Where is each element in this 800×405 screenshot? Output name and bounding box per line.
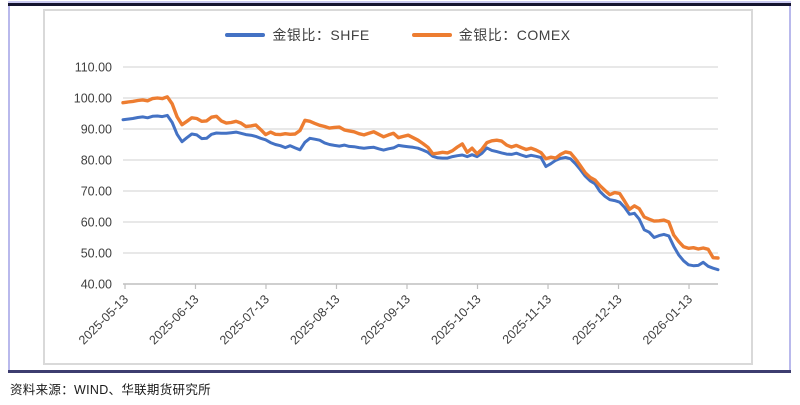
top-hairline-rule: [8, 1, 791, 3]
svg-text:2025-09-13: 2025-09-13: [358, 292, 413, 347]
top-navy-rule: [8, 3, 791, 6]
svg-text:2025-08-13: 2025-08-13: [287, 292, 342, 347]
svg-text:40.00: 40.00: [81, 278, 112, 292]
svg-text:2025-07-13: 2025-07-13: [217, 292, 272, 347]
bottom-navy-rule: [8, 370, 791, 373]
gold-silver-ratio-chart: 110.00 100.00 90.00 80.00 70.00 60.00 50.00 40.…: [43, 9, 753, 365]
svg-text:70.00: 70.00: [81, 185, 112, 199]
legend-item-comex: 金银比：COMEX: [411, 25, 571, 45]
svg-text:90.00: 90.00: [81, 123, 112, 137]
svg-text:100.00: 100.00: [74, 92, 112, 106]
report-frame: 110.00 100.00 90.00 80.00 70.00 60.00 50.00 40.…: [8, 6, 791, 371]
svg-text:80.00: 80.00: [81, 154, 112, 168]
svg-text:110.00: 110.00: [75, 61, 112, 75]
svg-text:2025-06-13: 2025-06-13: [146, 292, 201, 347]
legend-label-shfe: 金银比：SHFE: [272, 27, 370, 43]
svg-text:2025-10-13: 2025-10-13: [429, 292, 484, 347]
svg-text:2025-12-13: 2025-12-13: [570, 292, 625, 347]
comex-line-swatch-icon: [411, 33, 452, 37]
legend-label-comex: 金银比：COMEX: [458, 27, 571, 43]
data-source-note: 资料来源：WIND、华联期货研究所: [10, 383, 211, 397]
svg-text:2025-11-13: 2025-11-13: [500, 292, 554, 346]
shfe-line-swatch-icon: [225, 33, 266, 37]
svg-text:2026-01-13: 2026-01-13: [640, 292, 695, 347]
svg-text:60.00: 60.00: [81, 216, 112, 230]
svg-text:50.00: 50.00: [81, 247, 112, 261]
legend-item-shfe: 金银比：SHFE: [225, 25, 369, 45]
svg-text:2025-05-13: 2025-05-13: [76, 292, 131, 347]
chart-plot-canvas: 110.00 100.00 90.00 80.00 70.00 60.00 50.00 40.…: [74, 61, 720, 347]
chart-legend: 金银比：SHFE 金银比：COMEX: [45, 25, 751, 45]
